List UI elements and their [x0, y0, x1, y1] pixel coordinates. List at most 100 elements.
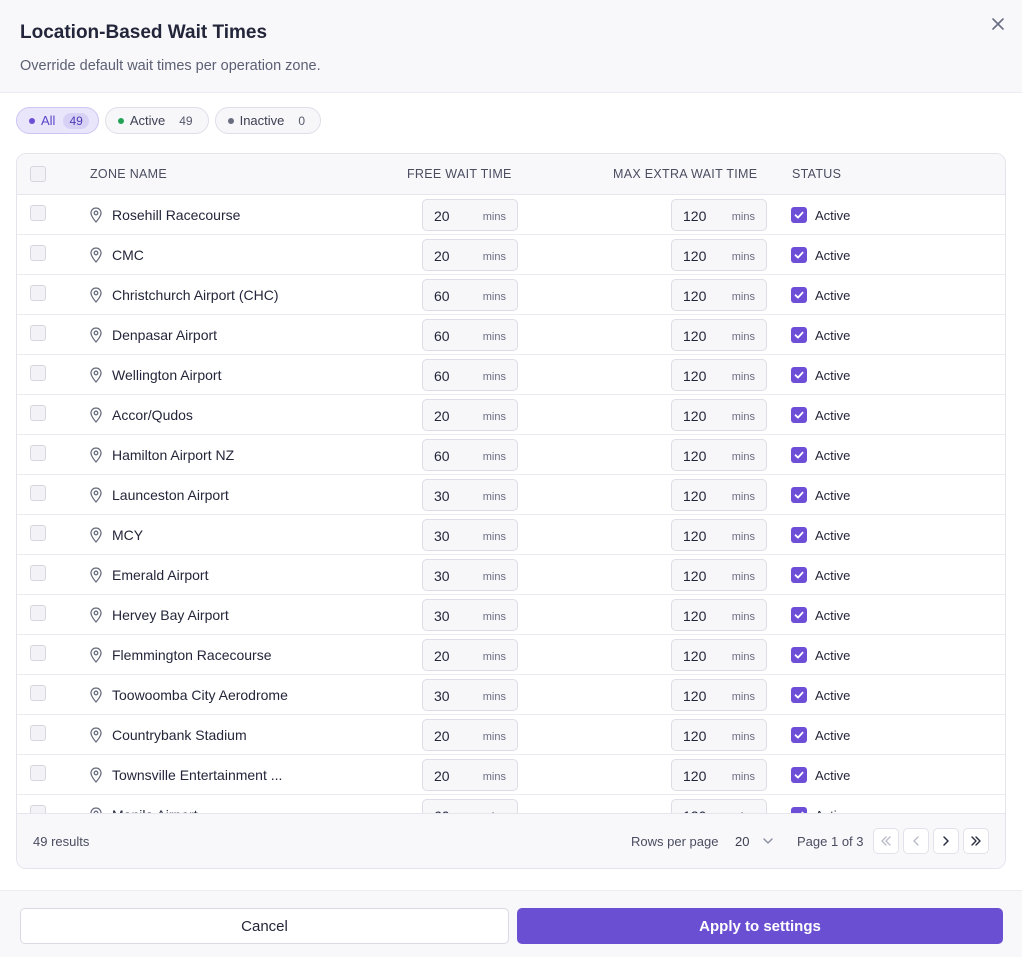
free-wait-time-input[interactable]: 20 mins [422, 759, 518, 791]
row-select-checkbox[interactable] [30, 325, 46, 341]
last-page-button[interactable] [963, 828, 989, 854]
table-row: Manila Airport 60 mins 120 mins Active [17, 795, 1005, 813]
free-wait-time-value: 20 [434, 208, 450, 224]
row-select-checkbox[interactable] [30, 485, 46, 501]
filter-pill-all[interactable]: All 49 [16, 107, 99, 134]
row-select-checkbox[interactable] [30, 605, 46, 621]
max-extra-wait-time-input[interactable]: 120 mins [671, 559, 767, 591]
free-wait-time-input[interactable]: 30 mins [422, 479, 518, 511]
table-body[interactable]: Rosehill Racecourse 20 mins 120 mins Active CM… [17, 195, 1005, 813]
max-extra-wait-time-input[interactable]: 120 mins [671, 679, 767, 711]
free-wait-time-input[interactable]: 20 mins [422, 239, 518, 271]
free-wait-time-input[interactable]: 60 mins [422, 439, 518, 471]
free-wait-time-input[interactable]: 20 mins [422, 399, 518, 431]
status-label: Active [815, 728, 851, 743]
free-wait-time-input[interactable]: 30 mins [422, 599, 518, 631]
unit-label: mins [482, 531, 506, 543]
status-label: Active [815, 608, 851, 623]
max-extra-wait-time-input[interactable]: 120 mins [671, 239, 767, 271]
status-checkbox[interactable] [791, 327, 807, 343]
row-select-checkbox[interactable] [30, 725, 46, 741]
close-icon[interactable] [988, 14, 1008, 34]
cancel-button[interactable]: Cancel [20, 908, 509, 944]
row-select-checkbox[interactable] [30, 525, 46, 541]
row-select-checkbox[interactable] [30, 405, 46, 421]
max-extra-wait-time-input[interactable]: 120 mins [671, 519, 767, 551]
free-wait-time-value: 30 [434, 528, 450, 544]
status-checkbox[interactable] [791, 687, 807, 703]
filter-pill-active[interactable]: Active 49 [104, 107, 209, 134]
row-select-checkbox[interactable] [30, 245, 46, 261]
status-checkbox[interactable] [791, 207, 807, 223]
status-checkbox[interactable] [791, 567, 807, 583]
select-all-checkbox[interactable] [30, 166, 46, 182]
unit-label: mins [482, 331, 506, 343]
column-header-zone-name[interactable]: ZONE NAME [90, 167, 168, 181]
free-wait-time-input[interactable]: 20 mins [422, 199, 518, 231]
status-checkbox[interactable] [791, 767, 807, 783]
status-checkbox[interactable] [791, 447, 807, 463]
free-wait-time-input[interactable]: 60 mins [422, 319, 518, 351]
max-extra-wait-time-input[interactable]: 120 mins [671, 799, 767, 813]
table-row: Townsville Entertainment ... 20 mins 120 min… [17, 755, 1005, 795]
row-select-checkbox[interactable] [30, 805, 46, 813]
max-extra-wait-time-input[interactable]: 120 mins [671, 199, 767, 231]
status-checkbox[interactable] [791, 807, 807, 813]
free-wait-time-value: 30 [434, 688, 450, 704]
free-wait-time-input[interactable]: 30 mins [422, 679, 518, 711]
max-extra-wait-time-input[interactable]: 120 mins [671, 399, 767, 431]
status-checkbox[interactable] [791, 367, 807, 383]
row-select-checkbox[interactable] [30, 565, 46, 581]
unit-label: mins [482, 251, 506, 263]
free-wait-time-value: 60 [434, 328, 450, 344]
chevron-right-icon [943, 836, 949, 846]
unit-label: mins [731, 251, 755, 263]
filter-label: Active [129, 113, 166, 128]
first-page-button[interactable] [873, 828, 899, 854]
status-checkbox[interactable] [791, 647, 807, 663]
row-select-checkbox[interactable] [30, 445, 46, 461]
free-wait-time-value: 20 [434, 768, 450, 784]
next-page-button[interactable] [933, 828, 959, 854]
max-extra-wait-time-input[interactable]: 120 mins [671, 359, 767, 391]
column-header-free-wait-time[interactable]: FREE WAIT TIME [407, 167, 512, 181]
row-select-checkbox[interactable] [30, 765, 46, 781]
free-wait-time-input[interactable]: 60 mins [422, 359, 518, 391]
row-select-checkbox[interactable] [30, 645, 46, 661]
free-wait-time-input[interactable]: 20 mins [422, 719, 518, 751]
row-select-checkbox[interactable] [30, 205, 46, 221]
status-checkbox[interactable] [791, 527, 807, 543]
max-extra-wait-time-input[interactable]: 120 mins [671, 279, 767, 311]
max-extra-wait-time-input[interactable]: 120 mins [671, 599, 767, 631]
unit-label: mins [731, 451, 755, 463]
column-header-status[interactable]: STATUS [792, 167, 842, 181]
row-select-checkbox[interactable] [30, 685, 46, 701]
free-wait-time-input[interactable]: 30 mins [422, 519, 518, 551]
free-wait-time-input[interactable]: 30 mins [422, 559, 518, 591]
row-select-checkbox[interactable] [30, 285, 46, 301]
column-header-max-extra-wait-time[interactable]: MAX EXTRA WAIT TIME [613, 167, 758, 181]
free-wait-time-input[interactable]: 60 mins [422, 799, 518, 813]
max-extra-wait-time-value: 120 [683, 408, 707, 424]
status-checkbox[interactable] [791, 407, 807, 423]
free-wait-time-input[interactable]: 60 mins [422, 279, 518, 311]
max-extra-wait-time-input[interactable]: 120 mins [671, 759, 767, 791]
status-checkbox[interactable] [791, 607, 807, 623]
max-extra-wait-time-input[interactable]: 120 mins [671, 439, 767, 471]
status-checkbox[interactable] [791, 727, 807, 743]
status-checkbox[interactable] [791, 247, 807, 263]
status-checkbox[interactable] [791, 287, 807, 303]
row-select-checkbox[interactable] [30, 365, 46, 381]
max-extra-wait-time-input[interactable]: 120 mins [671, 719, 767, 751]
unit-label: mins [482, 411, 506, 423]
apply-to-settings-button[interactable]: Apply to settings [517, 908, 1003, 944]
free-wait-time-input[interactable]: 20 mins [422, 639, 518, 671]
rows-per-page-select[interactable]: 20 [727, 826, 779, 856]
previous-page-button[interactable] [903, 828, 929, 854]
status-checkbox[interactable] [791, 487, 807, 503]
max-extra-wait-time-input[interactable]: 120 mins [671, 479, 767, 511]
max-extra-wait-time-input[interactable]: 120 mins [671, 319, 767, 351]
free-wait-time-value: 30 [434, 608, 450, 624]
max-extra-wait-time-input[interactable]: 120 mins [671, 639, 767, 671]
filter-pill-inactive[interactable]: Inactive 0 [214, 107, 322, 134]
